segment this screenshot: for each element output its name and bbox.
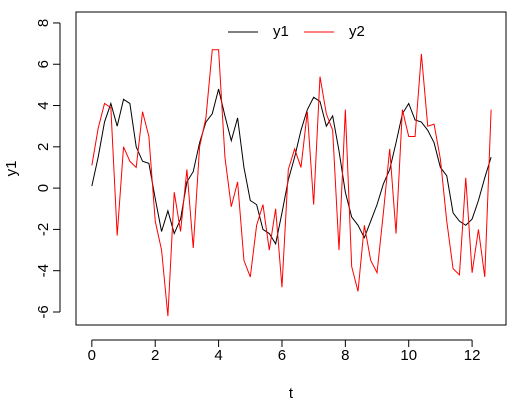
legend-label: y1 — [273, 23, 289, 40]
x-tick-label: 4 — [214, 347, 222, 364]
plot-box — [75, 11, 507, 326]
y-tick-label: 6 — [35, 60, 52, 68]
y-tick-label: -6 — [35, 305, 52, 318]
x-tick-label: 10 — [400, 347, 417, 364]
x-tick-label: 2 — [151, 347, 159, 364]
y-tick-label: 0 — [35, 184, 52, 192]
x-tick-label: 12 — [464, 347, 481, 364]
x-tick-label: 6 — [278, 347, 286, 364]
x-tick-label: 8 — [341, 347, 349, 364]
y-tick-label: -4 — [35, 264, 52, 277]
y-tick-label: 8 — [35, 19, 52, 27]
y-tick-label: -2 — [35, 223, 52, 236]
y-tick-label: 4 — [35, 101, 52, 109]
y-axis-title: y1 — [3, 161, 20, 177]
series-line — [91, 88, 492, 246]
x-axis-title: t — [289, 385, 294, 402]
series-line — [91, 49, 492, 317]
y-tick-label: 2 — [35, 143, 52, 151]
x-tick-label: 0 — [88, 347, 96, 364]
legend-label: y2 — [349, 23, 365, 40]
